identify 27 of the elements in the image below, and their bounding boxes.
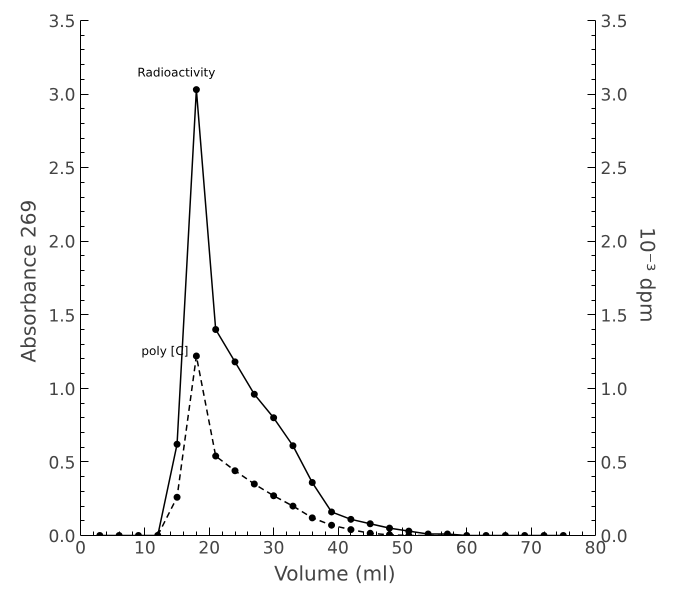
y-axis-title: Absorbance 269 bbox=[16, 200, 40, 363]
y-tick-label: 0.0 bbox=[48, 527, 76, 547]
y-tick-label: 3.0 bbox=[48, 86, 76, 106]
y2-tick-label: 3.0 bbox=[600, 86, 628, 106]
y2-tick-label: 1.5 bbox=[600, 306, 628, 326]
x-axis-title: Volume (ml) bbox=[274, 562, 396, 586]
y2-tick-label: 2.0 bbox=[600, 232, 628, 253]
y-tick-label: 1.5 bbox=[48, 306, 76, 326]
y-tick-label: 0.5 bbox=[48, 453, 76, 474]
y-tick-label: 1.0 bbox=[48, 380, 76, 400]
x-tick-label: 60 bbox=[456, 538, 478, 558]
y2-tick-label: 2.5 bbox=[600, 159, 628, 180]
x-tick-label: 10 bbox=[134, 538, 156, 558]
y-tick-label: 3.5 bbox=[48, 12, 76, 32]
x-tick-label: 30 bbox=[262, 538, 284, 558]
y2-tick-label: 3.5 bbox=[600, 12, 628, 32]
x-tick-label: 0 bbox=[75, 538, 86, 558]
y2-tick-label: 1.0 bbox=[600, 380, 628, 400]
series-label: Radioactivity bbox=[137, 66, 216, 80]
x-tick-label: 50 bbox=[392, 538, 414, 558]
y-tick-label: 2.0 bbox=[48, 232, 76, 253]
x-tick-label: 40 bbox=[327, 538, 349, 558]
x-tick-label: 70 bbox=[520, 538, 542, 558]
y2-axis-title: 10⁻³ dpm bbox=[636, 227, 660, 322]
x-tick-label: 20 bbox=[198, 538, 220, 558]
y-tick-label: 2.5 bbox=[48, 159, 76, 180]
y2-tick-label: 0.5 bbox=[600, 453, 628, 474]
